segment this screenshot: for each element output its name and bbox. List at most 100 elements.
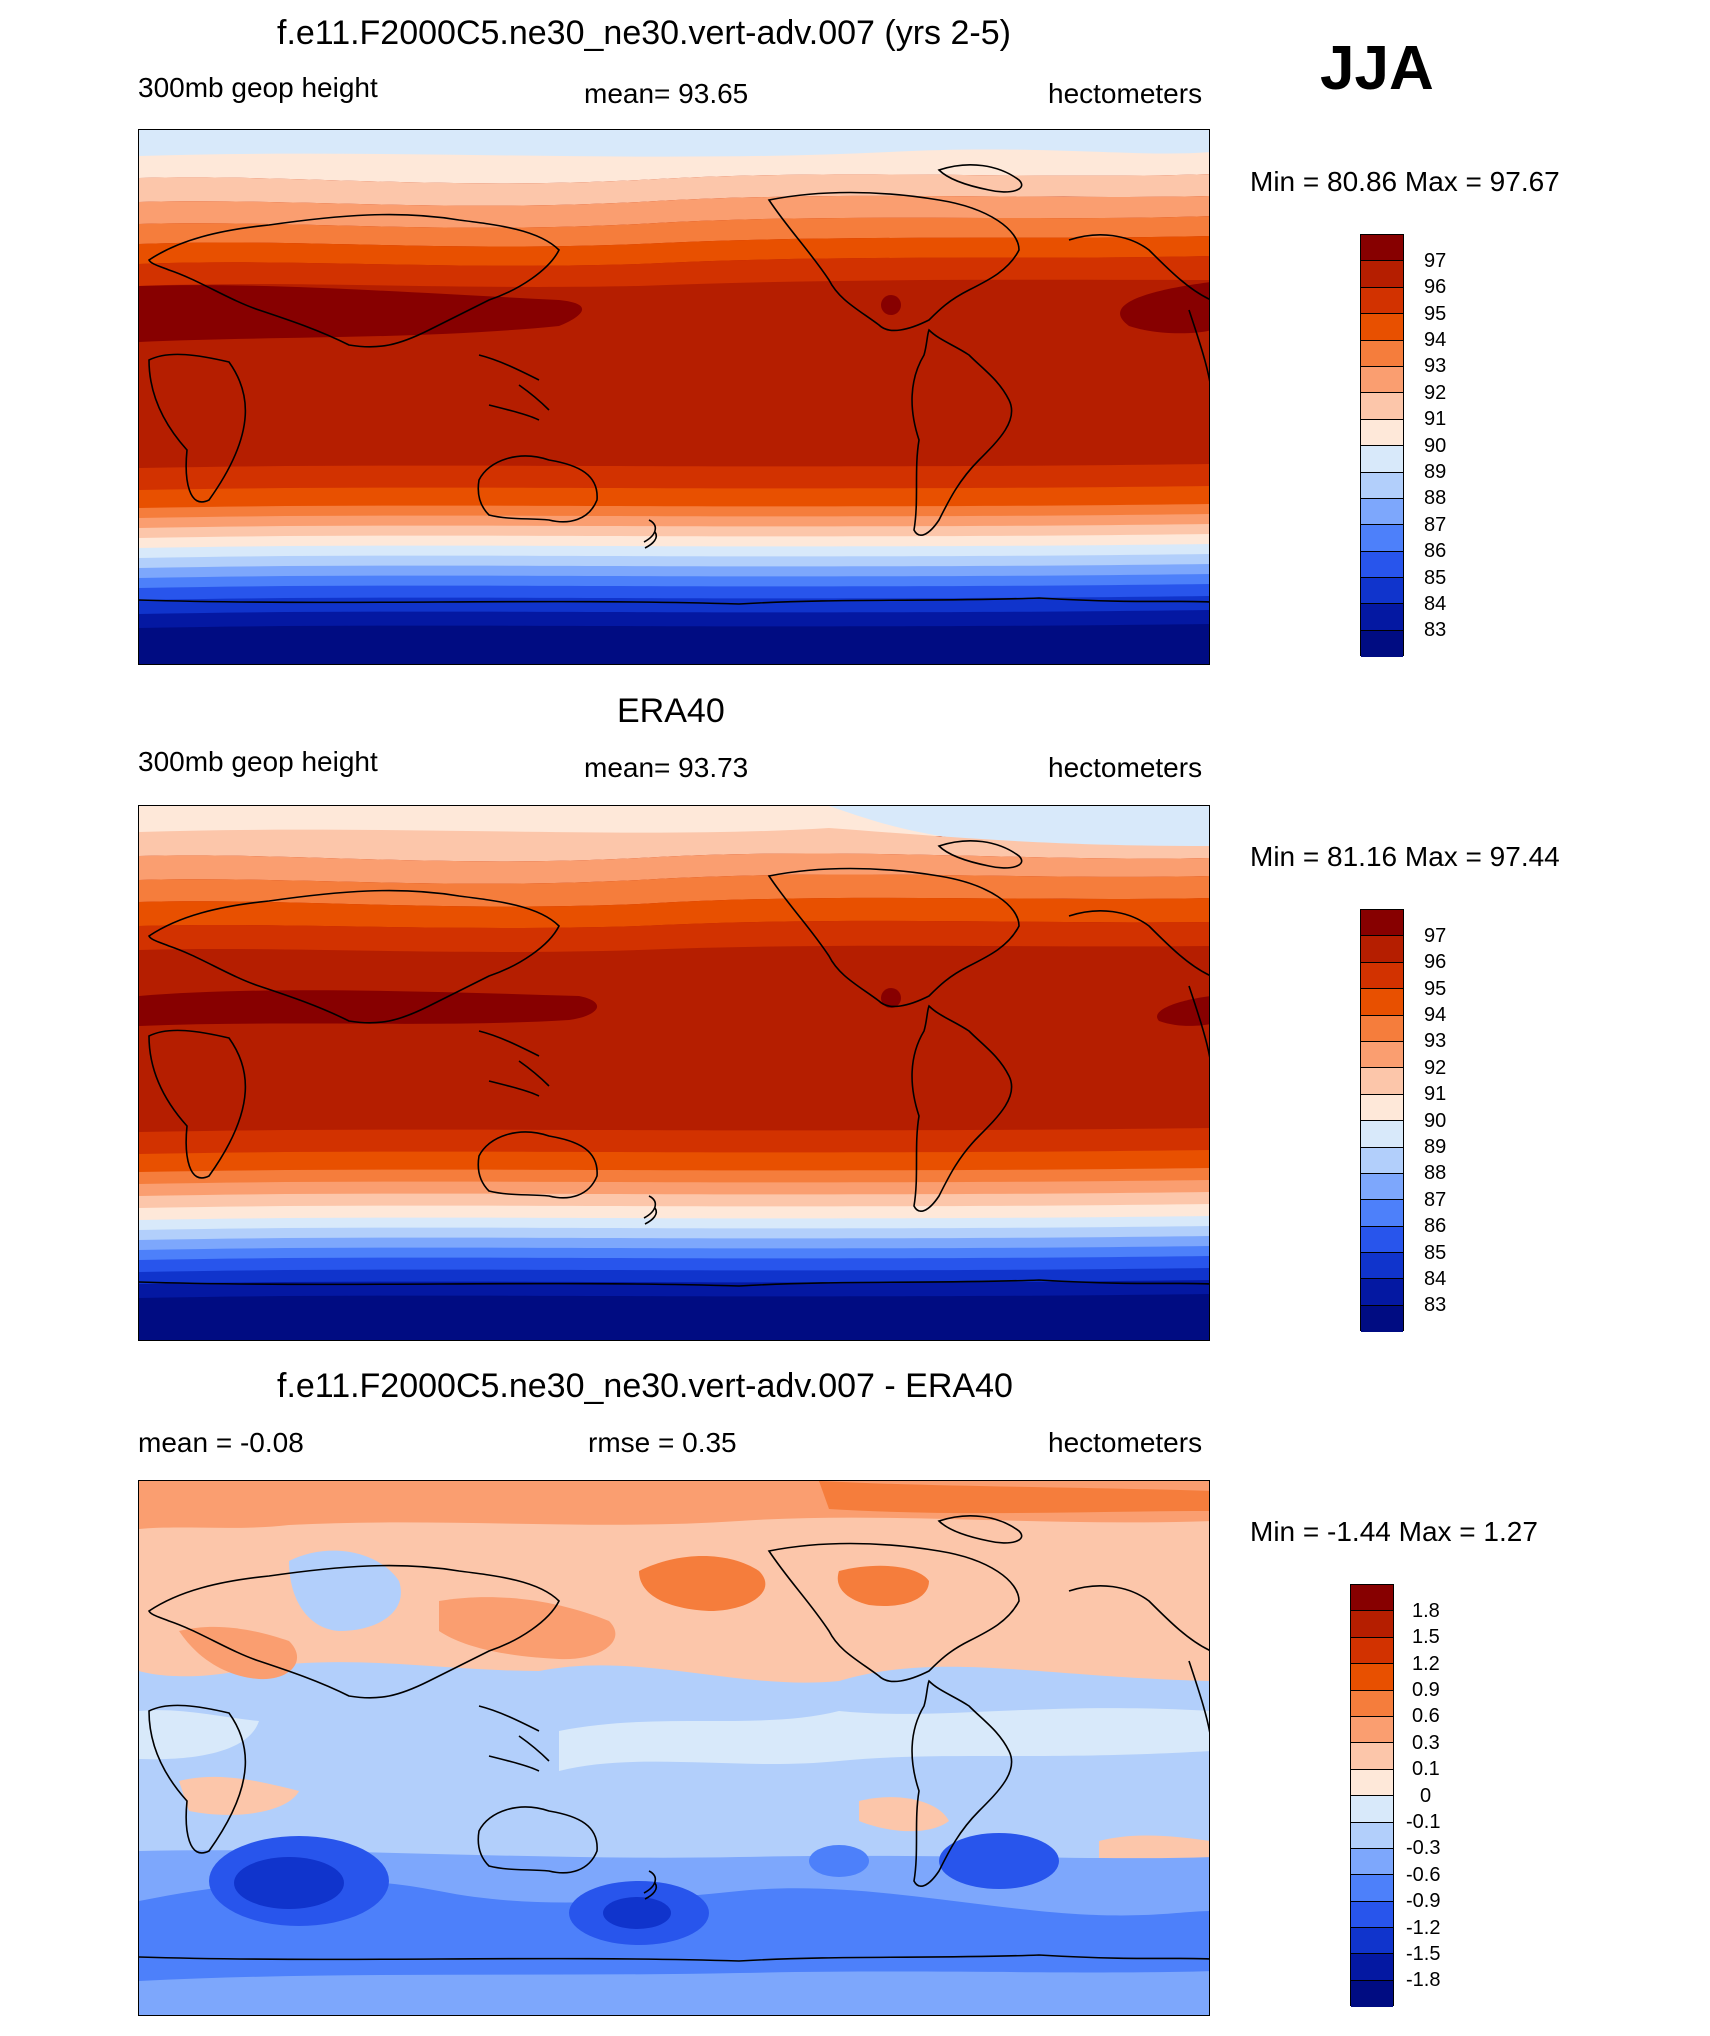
colorbar-swatch bbox=[1361, 287, 1403, 315]
panel3-colorbar-label: -0.9 bbox=[1406, 1890, 1441, 1912]
colorbar-swatch bbox=[1361, 419, 1403, 447]
panel3-colorbar bbox=[1350, 1584, 1394, 2008]
panel1-units-label: hectometers bbox=[1048, 78, 1203, 109]
colorbar-swatch bbox=[1361, 1200, 1403, 1227]
colorbar-swatch bbox=[1361, 472, 1403, 499]
colorbar-swatch bbox=[1351, 1875, 1393, 1902]
panel2-colorbar-label: 94 bbox=[1424, 1004, 1447, 1026]
panel1-colorbar-label: 93 bbox=[1424, 355, 1447, 377]
colorbar-swatch bbox=[1361, 314, 1403, 341]
panel1-colorbar-label: 96 bbox=[1424, 276, 1447, 298]
panel3-colorbar-label: -1.5 bbox=[1406, 1943, 1441, 1965]
colorbar-swatch bbox=[1361, 989, 1403, 1016]
colorbar-swatch bbox=[1351, 1980, 1393, 2008]
colorbar-swatch bbox=[1361, 604, 1403, 631]
panel3-colorbar-label: 0.3 bbox=[1412, 1732, 1440, 1754]
colorbar-swatch bbox=[1361, 910, 1403, 937]
panel2-colorbar-label: 88 bbox=[1424, 1162, 1447, 1184]
panel3-colorbar-label: 1.8 bbox=[1412, 1600, 1440, 1622]
panel1-colorbar-label: 85 bbox=[1424, 567, 1447, 589]
colorbar-swatch bbox=[1351, 1848, 1393, 1876]
colorbar-swatch bbox=[1351, 1611, 1393, 1638]
panel3-contour-field bbox=[139, 1481, 1209, 2015]
panel2-colorbar-label: 97 bbox=[1424, 925, 1447, 947]
panel1-colorbar-label: 89 bbox=[1424, 461, 1447, 483]
colorbar-swatch bbox=[1351, 1769, 1393, 1797]
panel2-colorbar-label: 90 bbox=[1424, 1110, 1447, 1132]
panel1-map bbox=[138, 129, 1210, 665]
panel1-colorbar-label: 94 bbox=[1424, 329, 1447, 351]
panel2-colorbar-label: 83 bbox=[1424, 1294, 1447, 1316]
panel3-colorbar-label: 0 bbox=[1420, 1785, 1432, 1807]
colorbar-swatch bbox=[1361, 962, 1403, 990]
panel1-mean-label: mean= 93.65 bbox=[584, 78, 749, 109]
panel2-colorbar-label: 96 bbox=[1424, 951, 1447, 973]
panel2-minmax: Min = 81.16 Max = 97.44 bbox=[1250, 841, 1560, 872]
panel3-colorbar-label: -1.8 bbox=[1406, 1969, 1441, 1991]
season-label: JJA bbox=[1320, 34, 1434, 103]
panel2-colorbar-label: 95 bbox=[1424, 978, 1447, 1000]
colorbar-swatch bbox=[1351, 1716, 1393, 1744]
panel1-colorbar-label: 90 bbox=[1424, 435, 1447, 457]
panel1-colorbar-label: 92 bbox=[1424, 382, 1447, 404]
panel1-colorbar-label: 83 bbox=[1424, 619, 1447, 641]
panel3-colorbar-label: -0.3 bbox=[1406, 1837, 1441, 1859]
panel2-mean-label: mean= 93.73 bbox=[584, 752, 749, 783]
colorbar-swatch bbox=[1361, 498, 1403, 526]
colorbar-swatch bbox=[1361, 1226, 1403, 1254]
panel2-colorbar-label: 87 bbox=[1424, 1189, 1447, 1211]
panel1-minmax: Min = 80.86 Max = 97.67 bbox=[1250, 166, 1560, 197]
colorbar-swatch bbox=[1361, 1279, 1403, 1306]
colorbar-swatch bbox=[1351, 1796, 1393, 1823]
colorbar-swatch bbox=[1351, 1585, 1393, 1612]
panel1-title: f.e11.F2000C5.ne30_ne30.vert-adv.007 (yr… bbox=[277, 14, 1011, 52]
panel3-minmax: Min = -1.44 Max = 1.27 bbox=[1250, 1516, 1538, 1547]
panel1-colorbar-label: 87 bbox=[1424, 514, 1447, 536]
panel3-title: f.e11.F2000C5.ne30_ne30.vert-adv.007 - E… bbox=[277, 1367, 1013, 1405]
panel3-colorbar-label: 0.6 bbox=[1412, 1705, 1440, 1727]
panel2-colorbar-label: 93 bbox=[1424, 1030, 1447, 1052]
panel1-colorbar-label: 95 bbox=[1424, 303, 1447, 325]
colorbar-swatch bbox=[1361, 551, 1403, 579]
colorbar-swatch bbox=[1361, 1305, 1403, 1333]
colorbar-swatch bbox=[1361, 630, 1403, 658]
panel3-units-label: hectometers bbox=[1048, 1427, 1203, 1458]
colorbar-swatch bbox=[1361, 235, 1403, 262]
colorbar-swatch bbox=[1351, 1954, 1393, 1981]
colorbar-swatch bbox=[1361, 1015, 1403, 1042]
colorbar-swatch bbox=[1351, 1637, 1393, 1665]
colorbar-swatch bbox=[1351, 1743, 1393, 1770]
panel2-units-label: hectometers bbox=[1048, 752, 1203, 783]
colorbar-swatch bbox=[1351, 1928, 1393, 1955]
panel3-colorbar-label: -1.2 bbox=[1406, 1917, 1441, 1939]
colorbar-swatch bbox=[1361, 936, 1403, 963]
panel3-colorbar-label: 1.5 bbox=[1412, 1626, 1440, 1648]
panel2-colorbar-label: 92 bbox=[1424, 1057, 1447, 1079]
panel2-colorbar bbox=[1360, 909, 1404, 1333]
panel1-colorbar bbox=[1360, 234, 1404, 658]
panel1-variable-label: 300mb geop height bbox=[138, 72, 378, 103]
panel3-colorbar-label: -0.6 bbox=[1406, 1864, 1441, 1886]
panel3-colorbar-label: -0.1 bbox=[1406, 1811, 1441, 1833]
panel2-colorbar-label: 85 bbox=[1424, 1242, 1447, 1264]
colorbar-swatch bbox=[1361, 1147, 1403, 1174]
panel1-colorbar-label: 97 bbox=[1424, 250, 1447, 272]
panel1-colorbar-label: 91 bbox=[1424, 408, 1447, 430]
panel1-contour-field bbox=[139, 130, 1209, 664]
panel3-map bbox=[138, 1480, 1210, 2016]
panel1-colorbar-label: 84 bbox=[1424, 593, 1447, 615]
colorbar-swatch bbox=[1361, 366, 1403, 394]
panel2-colorbar-label: 91 bbox=[1424, 1083, 1447, 1105]
colorbar-swatch bbox=[1361, 1121, 1403, 1148]
colorbar-swatch bbox=[1361, 1094, 1403, 1122]
colorbar-swatch bbox=[1361, 1173, 1403, 1201]
colorbar-swatch bbox=[1351, 1822, 1393, 1849]
colorbar-swatch bbox=[1361, 578, 1403, 605]
panel2-colorbar-label: 84 bbox=[1424, 1268, 1447, 1290]
colorbar-swatch bbox=[1351, 1664, 1393, 1691]
panel2-colorbar-label: 89 bbox=[1424, 1136, 1447, 1158]
panel2-contour-field bbox=[139, 806, 1209, 1340]
panel3-colorbar-label: 0.1 bbox=[1412, 1758, 1440, 1780]
panel2-map bbox=[138, 805, 1210, 1341]
panel1-colorbar-label: 88 bbox=[1424, 487, 1447, 509]
